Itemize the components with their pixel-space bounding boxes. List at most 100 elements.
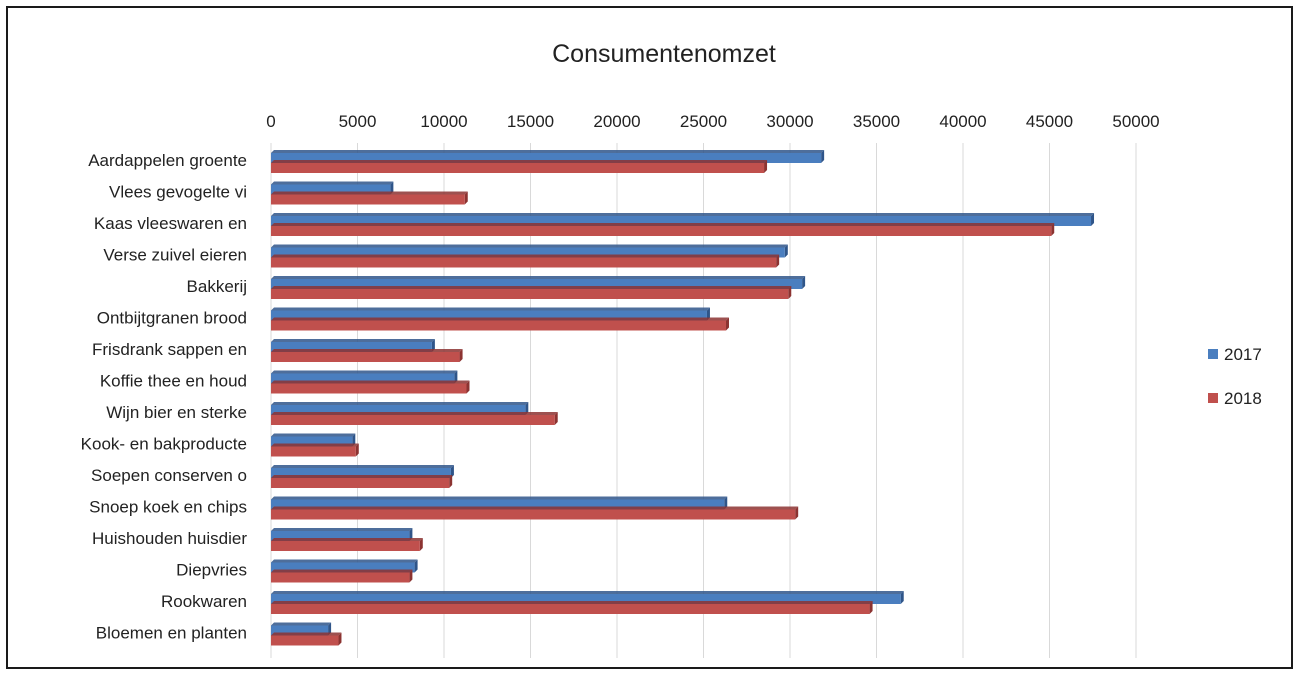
bar-side <box>706 307 710 321</box>
bar-top <box>271 402 529 405</box>
category-label: Soepen conserven o <box>91 466 247 485</box>
bar-2017 <box>271 625 329 636</box>
x-tick-label: 50000 <box>1112 112 1159 131</box>
bar-top <box>271 349 463 352</box>
bar-top <box>271 528 413 531</box>
x-tick-label: 15000 <box>507 112 554 131</box>
x-tick-label: 30000 <box>766 112 813 131</box>
bar-side <box>352 433 356 447</box>
bar-top <box>271 160 768 163</box>
bar-side <box>764 160 768 173</box>
bar-top <box>271 286 792 289</box>
legend: 2017 2018 <box>1208 345 1262 408</box>
category-label: Diepvries <box>176 561 247 580</box>
bar-side <box>802 276 806 289</box>
bar-2017 <box>271 153 822 163</box>
bar-side <box>414 559 418 573</box>
bar-side <box>788 286 792 299</box>
category-label: Huishouden huisdier <box>92 529 247 548</box>
bar-top <box>271 307 710 311</box>
legend-label: 2018 <box>1224 389 1262 408</box>
bar-2018 <box>271 478 450 488</box>
bar-top <box>271 506 799 510</box>
bar-top <box>271 622 332 626</box>
bar-2018 <box>271 572 410 583</box>
bar-top <box>271 412 558 415</box>
x-tick-label: 0 <box>266 112 275 131</box>
bar-side <box>355 443 359 457</box>
category-label: Wijn bier en sterke <box>106 403 247 422</box>
x-tick-label: 10000 <box>420 112 467 131</box>
x-tick-label: 25000 <box>680 112 727 131</box>
bar-chart: Consumentenomzet 0 5000 10000 15000 20000 250… <box>81 40 1262 658</box>
x-tick-label: 20000 <box>593 112 640 131</box>
bar-top <box>271 601 873 604</box>
bar-side <box>464 191 468 205</box>
bar-top <box>271 213 1095 216</box>
bar-2017 <box>271 342 432 352</box>
x-tick-label: 35000 <box>853 112 900 131</box>
x-tick-label: 40000 <box>939 112 986 131</box>
bar-top <box>271 496 728 500</box>
category-label: Koffie thee en houd <box>100 372 247 391</box>
bar-top <box>271 569 413 573</box>
bars <box>271 150 1095 646</box>
category-label: Kaas vleeswaren en <box>94 214 247 233</box>
bar-top <box>271 475 453 478</box>
bar-top <box>271 380 470 384</box>
bar-top <box>271 244 788 248</box>
bar-2017 <box>271 184 391 195</box>
bar-2018 <box>271 320 726 331</box>
category-label: Snoep koek en chips <box>89 498 247 517</box>
bar-2018 <box>271 383 467 394</box>
bar-side <box>821 150 825 163</box>
bar-2018 <box>271 194 465 205</box>
bar-side <box>1091 213 1095 226</box>
bar-2018 <box>271 604 870 614</box>
bar-2018 <box>271 289 789 299</box>
bar-side <box>869 601 873 614</box>
legend-swatch <box>1208 349 1218 359</box>
bar-2017 <box>271 594 901 604</box>
bar-2017 <box>271 310 707 321</box>
chart-frame: Consumentenomzet 0 5000 10000 15000 20000 250… <box>6 6 1293 669</box>
legend-label: 2017 <box>1224 345 1262 364</box>
bar-2018 <box>271 541 420 551</box>
bar-2017 <box>271 562 415 573</box>
bar-side <box>784 244 788 258</box>
bar-side <box>795 506 799 520</box>
bar-side <box>776 254 780 268</box>
bar-top <box>271 223 1055 226</box>
bar-side <box>328 622 332 636</box>
bar-side <box>431 339 435 352</box>
category-label: Bakkerij <box>187 277 247 296</box>
bar-2017 <box>271 405 526 415</box>
bar-top <box>271 339 435 342</box>
bar-2017 <box>271 468 451 478</box>
category-label: Rookwaren <box>161 592 247 611</box>
bar-2017 <box>271 436 353 447</box>
bar-side <box>454 370 458 384</box>
bar-top <box>271 191 468 195</box>
chart-title: Consumentenomzet <box>552 40 776 68</box>
bar-top <box>271 465 454 468</box>
bar-side <box>459 349 463 362</box>
bar-side <box>525 402 529 415</box>
bar-2018 <box>271 352 460 362</box>
bar-side <box>725 317 729 331</box>
bar-top <box>271 559 418 563</box>
bar-top <box>271 150 825 153</box>
bar-top <box>271 443 359 447</box>
bar-top <box>271 370 458 374</box>
bar-2017 <box>271 499 725 510</box>
bar-2017 <box>271 247 785 258</box>
category-label: Aardappelen groente <box>88 151 247 170</box>
legend-swatch <box>1208 393 1218 403</box>
bar-top <box>271 276 806 279</box>
bar-side <box>724 496 728 510</box>
bar-top <box>271 317 729 321</box>
bar-2018 <box>271 415 555 425</box>
bar-side <box>419 538 423 551</box>
bar-2018 <box>271 509 796 520</box>
x-tick-label: 5000 <box>339 112 377 131</box>
